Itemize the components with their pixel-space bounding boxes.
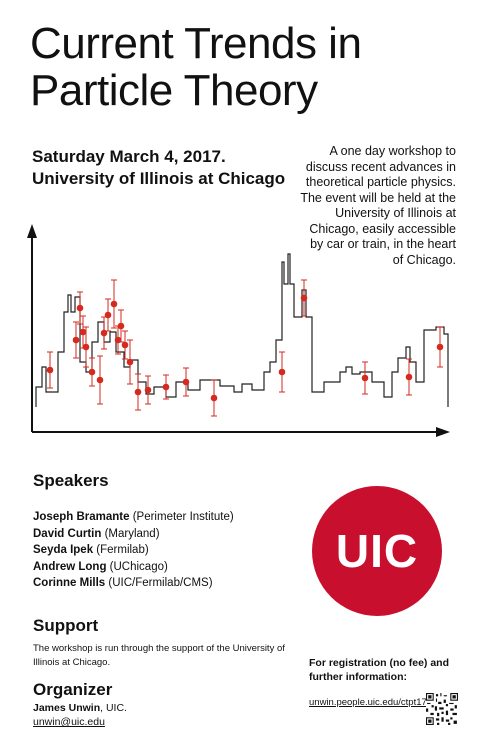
speaker-name: David Curtin bbox=[33, 527, 102, 540]
poster-title: Current Trends in Particle Theory bbox=[30, 20, 460, 114]
error-bar-point bbox=[72, 321, 80, 359]
event-description: A one day workshop to discuss recent adv… bbox=[300, 144, 456, 267]
axes bbox=[27, 224, 450, 437]
speakers-heading: Speakers bbox=[33, 471, 109, 490]
error-bar-point bbox=[117, 309, 125, 343]
error-bar-point bbox=[278, 351, 286, 393]
speaker-name: Joseph Bramante bbox=[33, 511, 130, 523]
error-bar-point bbox=[134, 373, 142, 411]
speaker-name: Corinne Mills bbox=[33, 577, 106, 590]
event-venue: University of Illinois at Chicago bbox=[32, 169, 286, 188]
speaker-affiliation: (Maryland) bbox=[101, 527, 160, 540]
error-bar-point bbox=[210, 379, 218, 417]
organizer-name: James Unwin bbox=[33, 702, 101, 714]
speaker-item: Seyda Ipek (Fermilab) bbox=[33, 542, 234, 559]
organizer-affiliation: , UIC. bbox=[100, 702, 127, 714]
speaker-item: Andrew Long (UChicago) bbox=[33, 559, 234, 576]
speaker-affiliation: (UIC/Fermilab/CMS) bbox=[105, 577, 213, 590]
error-bar-point bbox=[82, 326, 90, 368]
organizer-heading: Organizer bbox=[33, 680, 113, 699]
event-date: Saturday March 4, 2017. bbox=[32, 147, 226, 166]
speaker-item: Joseph Bramante (Perimeter Institute) bbox=[33, 509, 234, 526]
speaker-item: Corinne Mills (UIC/Fermilab/CMS) bbox=[33, 575, 234, 592]
error-bar-point bbox=[110, 279, 118, 329]
qr-code-icon bbox=[426, 693, 458, 725]
registration-text: For registration (no fee) and further in… bbox=[309, 657, 450, 683]
speaker-affiliation: (UChicago) bbox=[106, 560, 168, 573]
error-bar-points bbox=[46, 279, 444, 417]
error-bar-point bbox=[96, 355, 104, 405]
uic-logo-text: UIC bbox=[335, 525, 419, 577]
error-bar-point bbox=[126, 339, 134, 385]
error-bar-point bbox=[361, 361, 369, 395]
skyline-plot-illustration bbox=[27, 224, 450, 437]
error-bar-point bbox=[182, 367, 190, 397]
error-bar-point bbox=[121, 330, 129, 360]
support-heading: Support bbox=[33, 616, 99, 635]
title-line-2: Particle Theory bbox=[30, 66, 318, 115]
error-bar-point bbox=[144, 375, 152, 405]
error-bar-point bbox=[76, 291, 84, 325]
speaker-name: Seyda Ipek bbox=[33, 544, 94, 557]
error-bar-point bbox=[162, 374, 170, 400]
speaker-affiliation: (Fermilab) bbox=[93, 544, 149, 557]
error-bar-point bbox=[46, 351, 54, 389]
speakers-list: Joseph Bramante (Perimeter Institute) Da… bbox=[33, 509, 234, 592]
error-bar-point bbox=[88, 357, 96, 387]
organizer-email-link[interactable]: unwin@uic.edu bbox=[33, 716, 105, 728]
error-bar-point bbox=[405, 358, 413, 396]
speaker-name: Andrew Long bbox=[33, 560, 107, 573]
error-bar-point bbox=[300, 279, 308, 317]
organizer-name-line: James Unwin, UIC. bbox=[33, 702, 127, 714]
title-line-1: Current Trends in bbox=[30, 19, 362, 68]
uic-logo: UIC bbox=[312, 486, 442, 616]
skyline-outline bbox=[35, 253, 449, 407]
support-text: The workshop is run through the support … bbox=[33, 643, 285, 668]
speaker-affiliation: (Perimeter Institute) bbox=[129, 511, 234, 523]
date-venue-block: Saturday March 4, 2017. University of Il… bbox=[32, 146, 285, 190]
error-bar-point bbox=[104, 298, 112, 332]
speaker-item: David Curtin (Maryland) bbox=[33, 526, 234, 543]
registration-link[interactable]: unwin.people.uic.edu/ctpt17.html bbox=[309, 697, 448, 708]
error-bar-point bbox=[436, 326, 444, 368]
error-bar-point bbox=[79, 315, 87, 349]
